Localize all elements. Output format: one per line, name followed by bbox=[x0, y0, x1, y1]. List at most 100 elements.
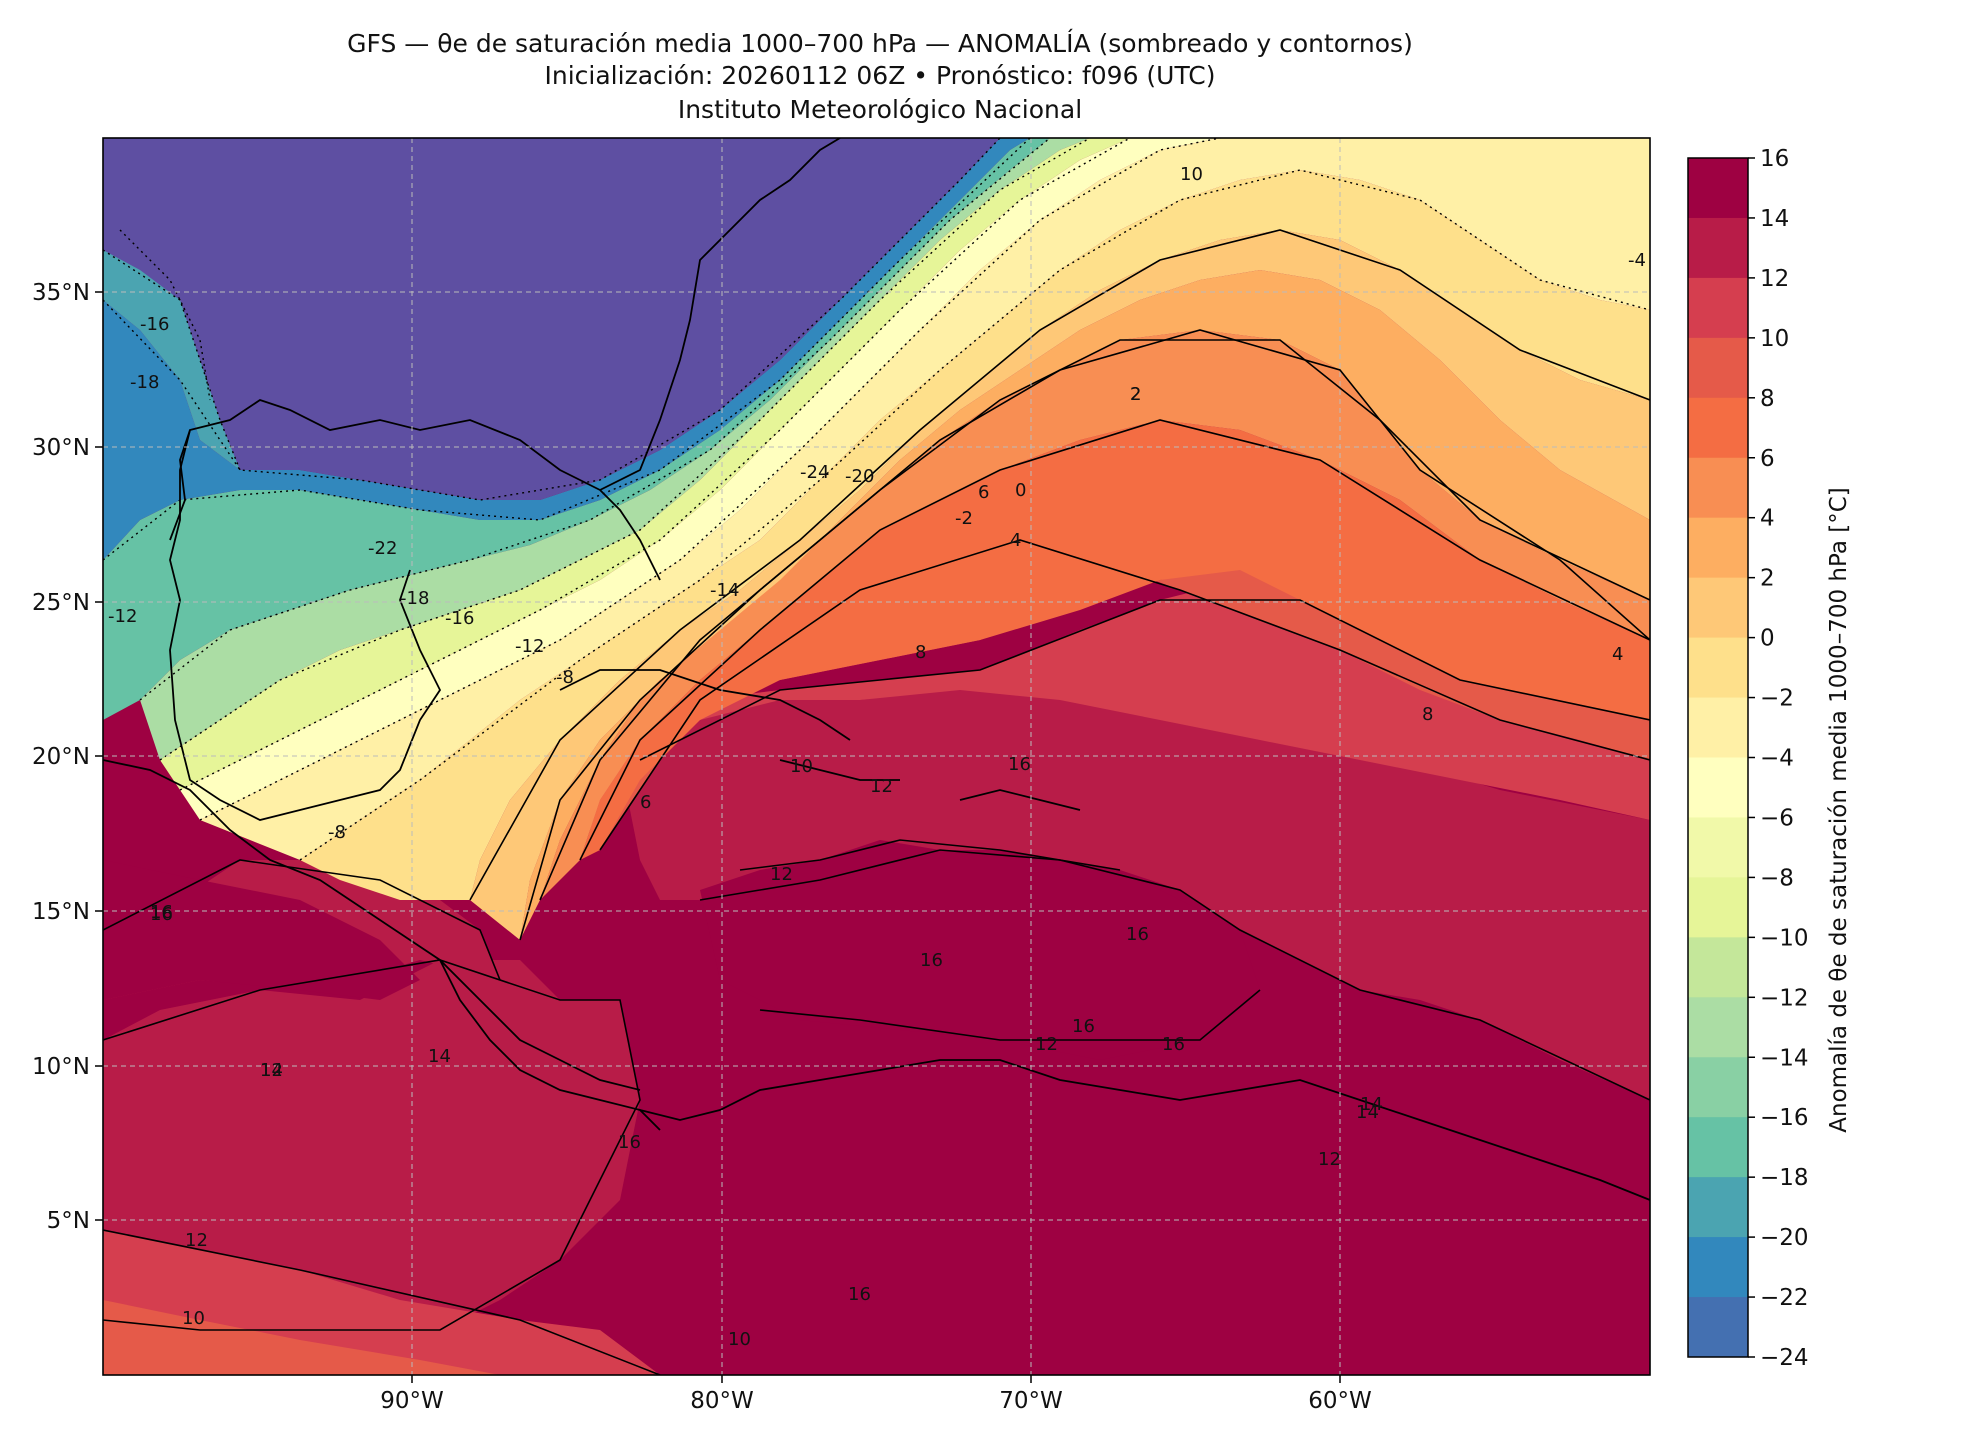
colorbar-segment bbox=[1688, 937, 1748, 998]
contour-label: 14 bbox=[428, 1046, 451, 1067]
contour-label: 16 bbox=[1126, 924, 1149, 945]
contour-label: 6 bbox=[978, 482, 989, 503]
contour-label: 12 bbox=[770, 864, 793, 885]
contour-label: 8 bbox=[1422, 704, 1433, 725]
colorbar-segment bbox=[1688, 757, 1748, 818]
colorbar-segment bbox=[1688, 637, 1748, 699]
colorbar-tick-label: −18 bbox=[1760, 1165, 1809, 1191]
colorbar-segment bbox=[1688, 1237, 1748, 1298]
chart-subtitle-init: Inicialización: 20260112 06Z • Pronóstic… bbox=[544, 61, 1216, 90]
band-caribbean-14 bbox=[700, 840, 1260, 1060]
band-minus16 bbox=[103, 138, 1050, 720]
colorbar-tick-label: −22 bbox=[1760, 1285, 1809, 1311]
contour-label: 10 bbox=[728, 1329, 751, 1350]
contour-label: 16 bbox=[618, 1132, 641, 1153]
lon-tick-label: 80°W bbox=[690, 1388, 754, 1414]
band-minus8 bbox=[160, 138, 1130, 790]
lat-tick-label: 20°N bbox=[32, 744, 90, 770]
lat-axis: 35°N 30°N 25°N 20°N 15°N 10°N 5°N bbox=[32, 280, 103, 1234]
chart-title: GFS — θe de saturación media 1000–700 hP… bbox=[347, 29, 1413, 58]
colorbar-label: Anomalía de θe de saturación media 1000–… bbox=[1826, 487, 1852, 1132]
contour-label: -16 bbox=[140, 314, 169, 335]
contour-label: 16 bbox=[1008, 754, 1031, 775]
contour-label: -12 bbox=[108, 606, 137, 627]
band-caribbean-12 bbox=[620, 690, 1650, 1100]
lon-tick-label: 90°W bbox=[380, 1388, 444, 1414]
band-pacific-14 bbox=[103, 860, 420, 1000]
colorbar-segment bbox=[1688, 1177, 1748, 1238]
colorbar-tick-label: −12 bbox=[1760, 985, 1809, 1011]
contour-solid bbox=[103, 229, 1650, 1375]
colorbar-tick-label: −6 bbox=[1760, 805, 1794, 831]
contour-label: 16 bbox=[1162, 1034, 1185, 1055]
colorbar-tick-label: −14 bbox=[1760, 1045, 1809, 1071]
contour-label: 12 bbox=[185, 1230, 208, 1251]
band-4 bbox=[540, 330, 1650, 900]
contour-label: -14 bbox=[710, 580, 739, 601]
contour-label: 4 bbox=[1010, 530, 1021, 551]
contour-label: -22 bbox=[368, 538, 397, 559]
colorbar-segment bbox=[1688, 1057, 1748, 1118]
colorbar-tick-label: 10 bbox=[1760, 326, 1789, 352]
band-minus6 bbox=[180, 138, 1220, 820]
contour-label: -16 bbox=[445, 608, 474, 629]
contour-label: 12 bbox=[870, 776, 893, 797]
lat-tick-label: 10°N bbox=[32, 1054, 90, 1080]
colorbar-tick-label: −10 bbox=[1760, 925, 1809, 951]
lon-tick-label: 60°W bbox=[1308, 1388, 1372, 1414]
colorbar-segment bbox=[1688, 277, 1748, 339]
colorbar-tick-label: −20 bbox=[1760, 1225, 1809, 1251]
contour-label: -18 bbox=[400, 588, 429, 609]
lat-tick-label: 30°N bbox=[32, 435, 90, 461]
chart-subtitle-institute: Instituto Meteorológico Nacional bbox=[677, 95, 1083, 124]
contour-label: 14 bbox=[260, 1060, 283, 1081]
contour-label: 6 bbox=[640, 792, 651, 813]
contour-label: 16 bbox=[920, 950, 943, 971]
colorbar-tick-label: −8 bbox=[1760, 865, 1794, 891]
band-6 bbox=[580, 420, 1650, 860]
contour-label: 2 bbox=[1130, 384, 1141, 405]
lon-tick-label: 70°W bbox=[999, 1388, 1063, 1414]
contour-label: -2 bbox=[955, 508, 973, 529]
colorbar-tick-label: 2 bbox=[1760, 566, 1775, 592]
colorbar-segment bbox=[1688, 1297, 1748, 1358]
contour-label: 4 bbox=[1612, 644, 1623, 665]
contour-label: -20 bbox=[845, 466, 874, 487]
band-minus2 bbox=[300, 170, 1650, 900]
lon-axis: 90°W 80°W 70°W 60°W bbox=[380, 1375, 1372, 1414]
colorbar: 16 14 12 10 8 6 4 2 0 −2 −4 −6 −8 −10 −12 −14 −16 −18 −20 −… bbox=[1687, 146, 1809, 1371]
colorbar-tick-label: 0 bbox=[1760, 626, 1775, 652]
band-minus12 bbox=[140, 138, 1090, 760]
colorbar-tick-label: −16 bbox=[1760, 1105, 1809, 1131]
contour-label: 12 bbox=[1035, 1034, 1058, 1055]
contour-label: -4 bbox=[1628, 250, 1646, 271]
contour-labels: -24 -22 -20 -18 -16 -14 -12 -8 -4 -2 0 2… bbox=[108, 164, 1646, 1350]
contour-label: 16 bbox=[150, 902, 173, 923]
contour-label: 12 bbox=[1318, 1149, 1341, 1170]
band-8 bbox=[103, 1300, 500, 1375]
colorbar-segment bbox=[1688, 1117, 1748, 1178]
contour-label: 2 bbox=[1130, 384, 1141, 405]
colorbar-segment bbox=[1688, 577, 1748, 639]
lat-tick-label: 25°N bbox=[32, 590, 90, 616]
gridlines bbox=[103, 138, 1650, 1375]
colorbar-tick-label: 6 bbox=[1760, 446, 1775, 472]
contour-label: 12 bbox=[260, 1060, 283, 1081]
colorbar-segment bbox=[1688, 697, 1748, 758]
contour-label: 10 bbox=[182, 1308, 205, 1329]
colorbar-segment bbox=[1688, 397, 1748, 459]
colorbar-segment bbox=[1688, 337, 1748, 399]
coastline bbox=[103, 138, 1650, 1201]
contour-label: 0 bbox=[1015, 480, 1026, 501]
colorbar-segment bbox=[1688, 457, 1748, 519]
colorbar-tick-label: −24 bbox=[1760, 1345, 1809, 1371]
colorbar-tick-label: −4 bbox=[1760, 746, 1794, 772]
contour-label: 14 bbox=[1360, 1094, 1383, 1115]
colorbar-segment bbox=[1688, 997, 1748, 1058]
contour-label: -8 bbox=[328, 822, 346, 843]
band-minus4 bbox=[200, 138, 1650, 860]
contour-label: -12 bbox=[515, 636, 544, 657]
contour-label: -8 bbox=[556, 667, 574, 688]
colorbar-tick-label: 12 bbox=[1760, 266, 1789, 292]
